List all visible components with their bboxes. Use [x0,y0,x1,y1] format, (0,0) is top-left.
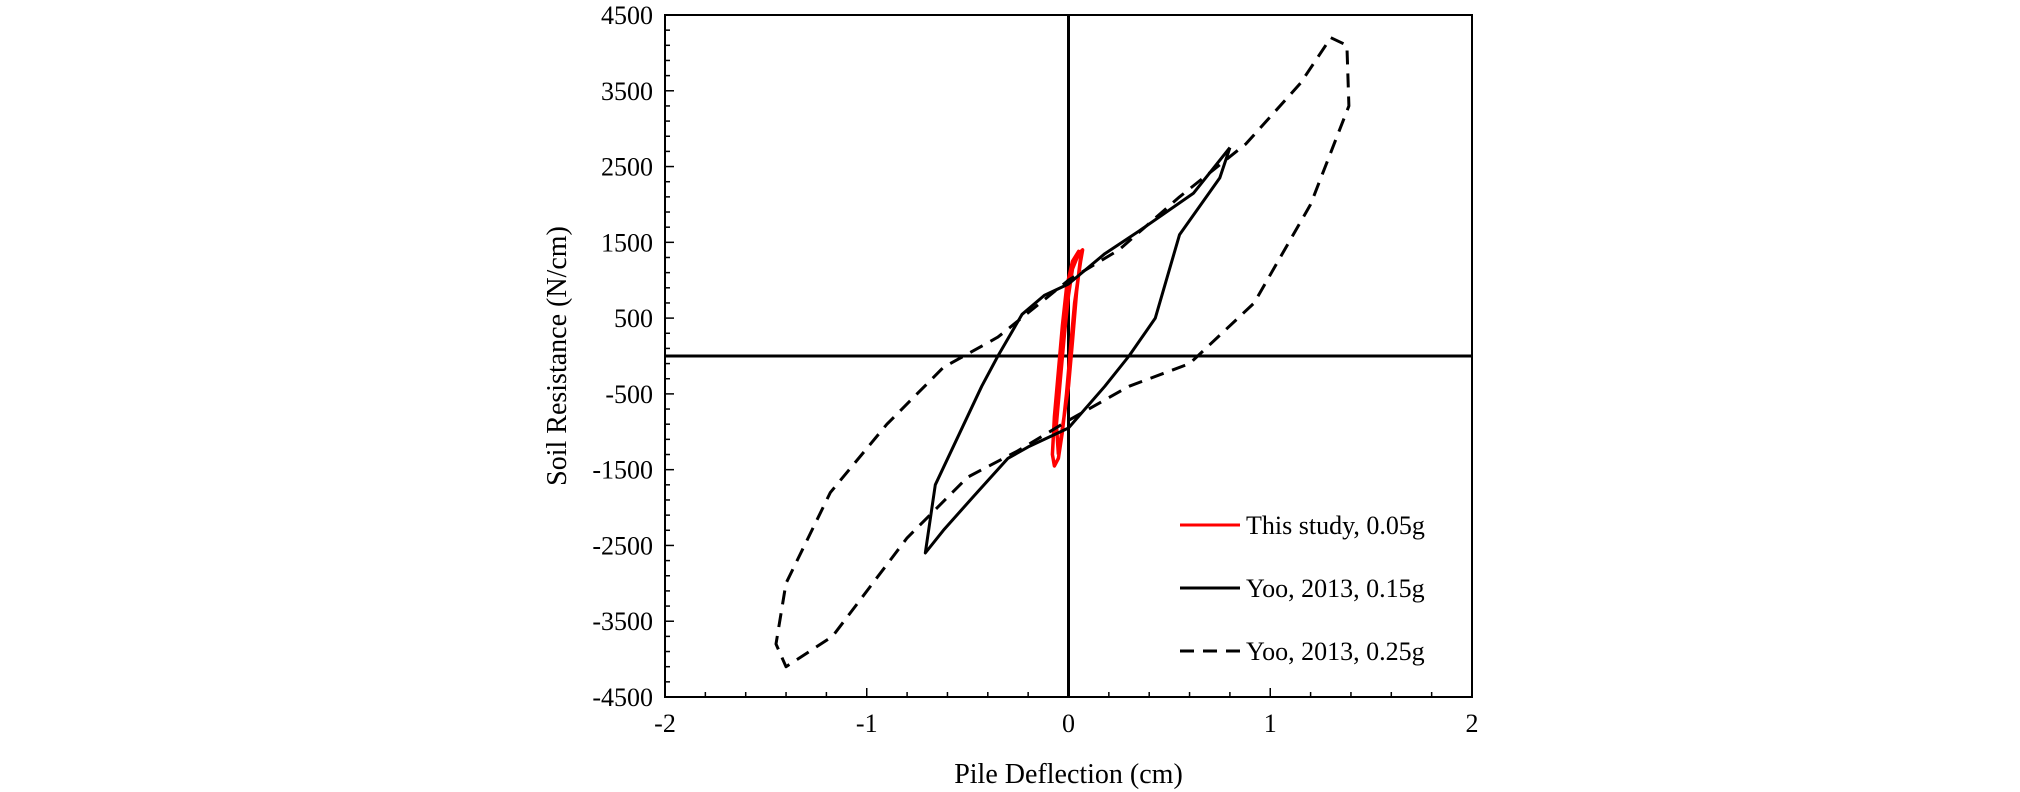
y-tick-label: 2500 [601,153,653,182]
x-tick-label: 0 [1062,709,1075,738]
x-tick-label: 2 [1466,709,1479,738]
y-tick-label: 3500 [601,77,653,106]
x-axis-label: Pile Deflection (cm) [954,759,1183,790]
y-tick-label: -2500 [592,531,653,560]
x-tick-label: 1 [1264,709,1277,738]
y-tick-label: 4500 [601,1,653,30]
series-line-yoo-2013-0-15g [923,146,1232,555]
y-tick-label: -3500 [592,607,653,636]
legend-label: This study, 0.05g [1246,511,1425,540]
plot-area: -4500 -3500 -2500 -1500 -500 500 1500 2500 3500 4… [592,1,1478,738]
y-tick-label: -1500 [592,456,653,485]
y-tick-label: 500 [614,304,653,333]
legend-label: Yoo, 2013, 0.15g [1246,574,1425,603]
y-tick-label: -4500 [592,683,653,712]
x-tick-label: -2 [654,709,676,738]
y-tick-label: 1500 [601,228,653,257]
series-line-yoo-2013-0-25g [774,36,1351,669]
y-axis-label: Soil Resistance (N/cm) [542,226,573,486]
y-axis-label-group: Soil Resistance (N/cm) [542,226,573,486]
y-tick-label: -500 [605,380,653,409]
x-tick-label: -1 [856,709,878,738]
legend-label: Yoo, 2013, 0.25g [1246,637,1425,666]
legend: This study, 0.05g Yoo, 2013, 0.15g Yoo, 20… [1180,511,1425,666]
